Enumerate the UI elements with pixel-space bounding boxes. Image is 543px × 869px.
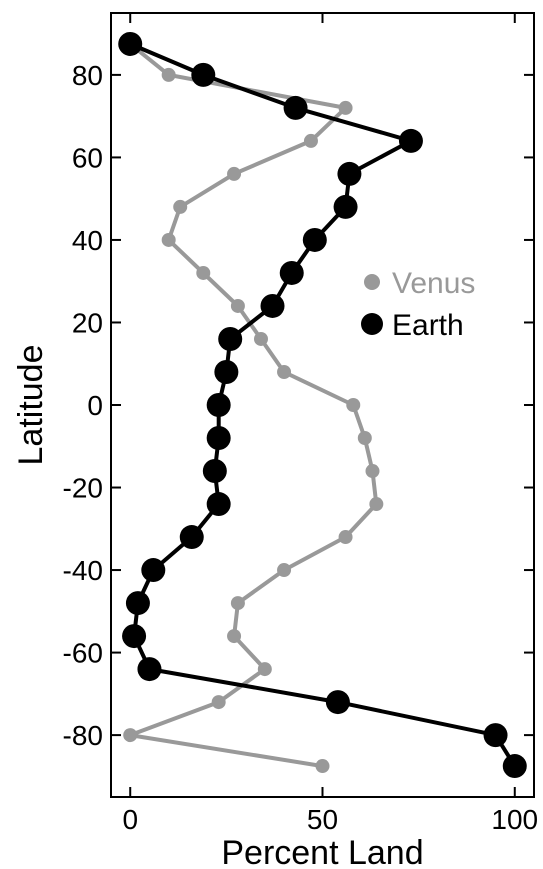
venus-point — [357, 431, 372, 446]
earth-point — [202, 459, 227, 484]
venus-point — [230, 298, 245, 313]
earth-point — [206, 393, 231, 417]
earth-point — [214, 359, 239, 384]
earth-point — [483, 723, 508, 748]
y-axis-title: Latitude — [12, 345, 50, 466]
earth-point — [337, 161, 362, 186]
venus-point — [161, 67, 176, 82]
y-tick-label: -40 — [63, 555, 103, 586]
venus-point — [315, 759, 330, 774]
venus-point — [365, 464, 380, 479]
earth-point — [179, 525, 204, 550]
y-tick-label: -80 — [63, 720, 103, 751]
y-tick-label: -60 — [63, 638, 103, 669]
y-tick-label: 0 — [87, 390, 103, 421]
earth-point — [279, 260, 304, 285]
x-tick-label: 50 — [307, 804, 338, 835]
earth-point — [125, 591, 150, 616]
earth-point — [283, 95, 308, 120]
venus-point — [253, 331, 268, 346]
plot-marks — [118, 31, 527, 779]
earth-point — [206, 492, 231, 517]
earth-point — [118, 31, 143, 56]
x-tick-label: 100 — [491, 804, 538, 835]
legend-earth-marker — [361, 313, 383, 335]
venus-point — [338, 100, 353, 115]
y-tick-label: 40 — [72, 225, 103, 256]
venus-point — [230, 596, 245, 611]
venus-point — [123, 728, 138, 743]
x-tick-label: 0 — [122, 804, 138, 835]
y-tick-label: 80 — [72, 60, 103, 91]
earth-point — [502, 754, 527, 779]
legend-venus-marker — [364, 274, 380, 290]
venus-point — [257, 662, 272, 677]
venus-point — [346, 398, 361, 412]
venus-point — [161, 232, 176, 247]
earth-point — [191, 62, 216, 87]
earth-point — [333, 194, 358, 219]
earth-series — [118, 31, 527, 779]
venus-point — [227, 166, 242, 181]
earth-point — [260, 293, 285, 318]
venus-point — [211, 695, 226, 710]
legend: Venus Earth — [361, 267, 475, 342]
earth-line — [129, 42, 517, 768]
legend-venus-label: Venus — [392, 267, 475, 300]
earth-point — [141, 558, 166, 583]
x-axis-title: Percent Land — [221, 834, 423, 869]
earth-point — [122, 624, 147, 649]
earth-point — [137, 657, 162, 682]
y-tick-label: 60 — [72, 142, 103, 173]
venus-point — [303, 133, 318, 148]
venus-point — [369, 497, 384, 512]
earth-point — [206, 426, 231, 451]
axis-ticks: -80 -60 -40 -20 0 20 40 60 80 0 50 100 — [63, 13, 538, 835]
venus-point — [277, 563, 292, 578]
venus-point — [173, 199, 188, 214]
y-tick-label: 20 — [72, 307, 103, 338]
earth-point — [398, 128, 423, 153]
venus-point — [196, 265, 211, 280]
earth-point — [302, 227, 327, 252]
legend-earth-label: Earth — [392, 309, 464, 342]
venus-series — [123, 36, 384, 774]
y-tick-label: -20 — [63, 473, 103, 504]
venus-point — [227, 629, 242, 644]
venus-point — [277, 364, 292, 379]
venus-point — [338, 530, 353, 545]
venus-line — [128, 42, 379, 769]
earth-point — [325, 690, 350, 715]
earth-point — [218, 326, 243, 351]
